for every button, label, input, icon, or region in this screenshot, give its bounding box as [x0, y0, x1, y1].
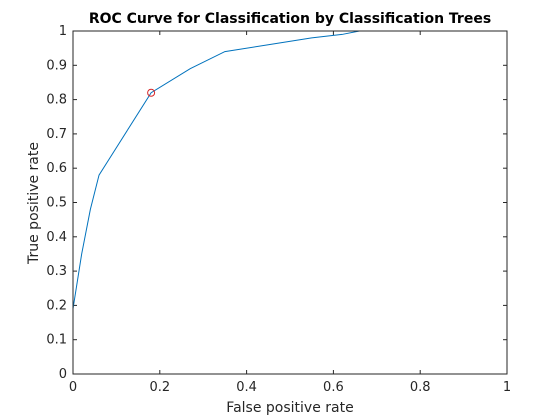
y-tick-label: 0.6 [46, 161, 67, 176]
x-tick-label: 0.2 [149, 380, 170, 395]
y-tick-label: 0.8 [46, 93, 67, 108]
tick-labels: 0 0.2 0.4 0.6 0.8 1 0 0.1 0.2 0.3 0.4 0.5 0.6 0.7 0.8 0… [46, 24, 511, 395]
y-tick-label: 0.1 [46, 333, 67, 348]
y-axis-label: True positive rate [26, 142, 42, 265]
plot-background [73, 31, 507, 374]
y-tick-label: 1 [59, 24, 67, 39]
y-tick-label: 0 [59, 367, 67, 382]
y-tick-label: 0.2 [46, 298, 67, 313]
y-tick-label: 0.5 [46, 196, 67, 211]
x-tick-label: 0.4 [236, 380, 257, 395]
chart-title: ROC Curve for Classification by Classifi… [89, 11, 491, 27]
x-tick-label: 1 [503, 380, 511, 395]
operating-point-marker [147, 88, 156, 97]
plot-frame [72, 30, 508, 375]
x-tick-label: 0.8 [410, 380, 431, 395]
x-axis-label: False positive rate [226, 400, 353, 416]
y-tick-label: 0.9 [46, 58, 67, 73]
x-tick-label: 0.6 [323, 380, 344, 395]
y-tick-label: 0.4 [46, 230, 67, 245]
y-tick-label: 0.3 [46, 264, 67, 279]
x-tick-label: 0 [69, 380, 77, 395]
y-tick-label: 0.7 [46, 127, 67, 142]
